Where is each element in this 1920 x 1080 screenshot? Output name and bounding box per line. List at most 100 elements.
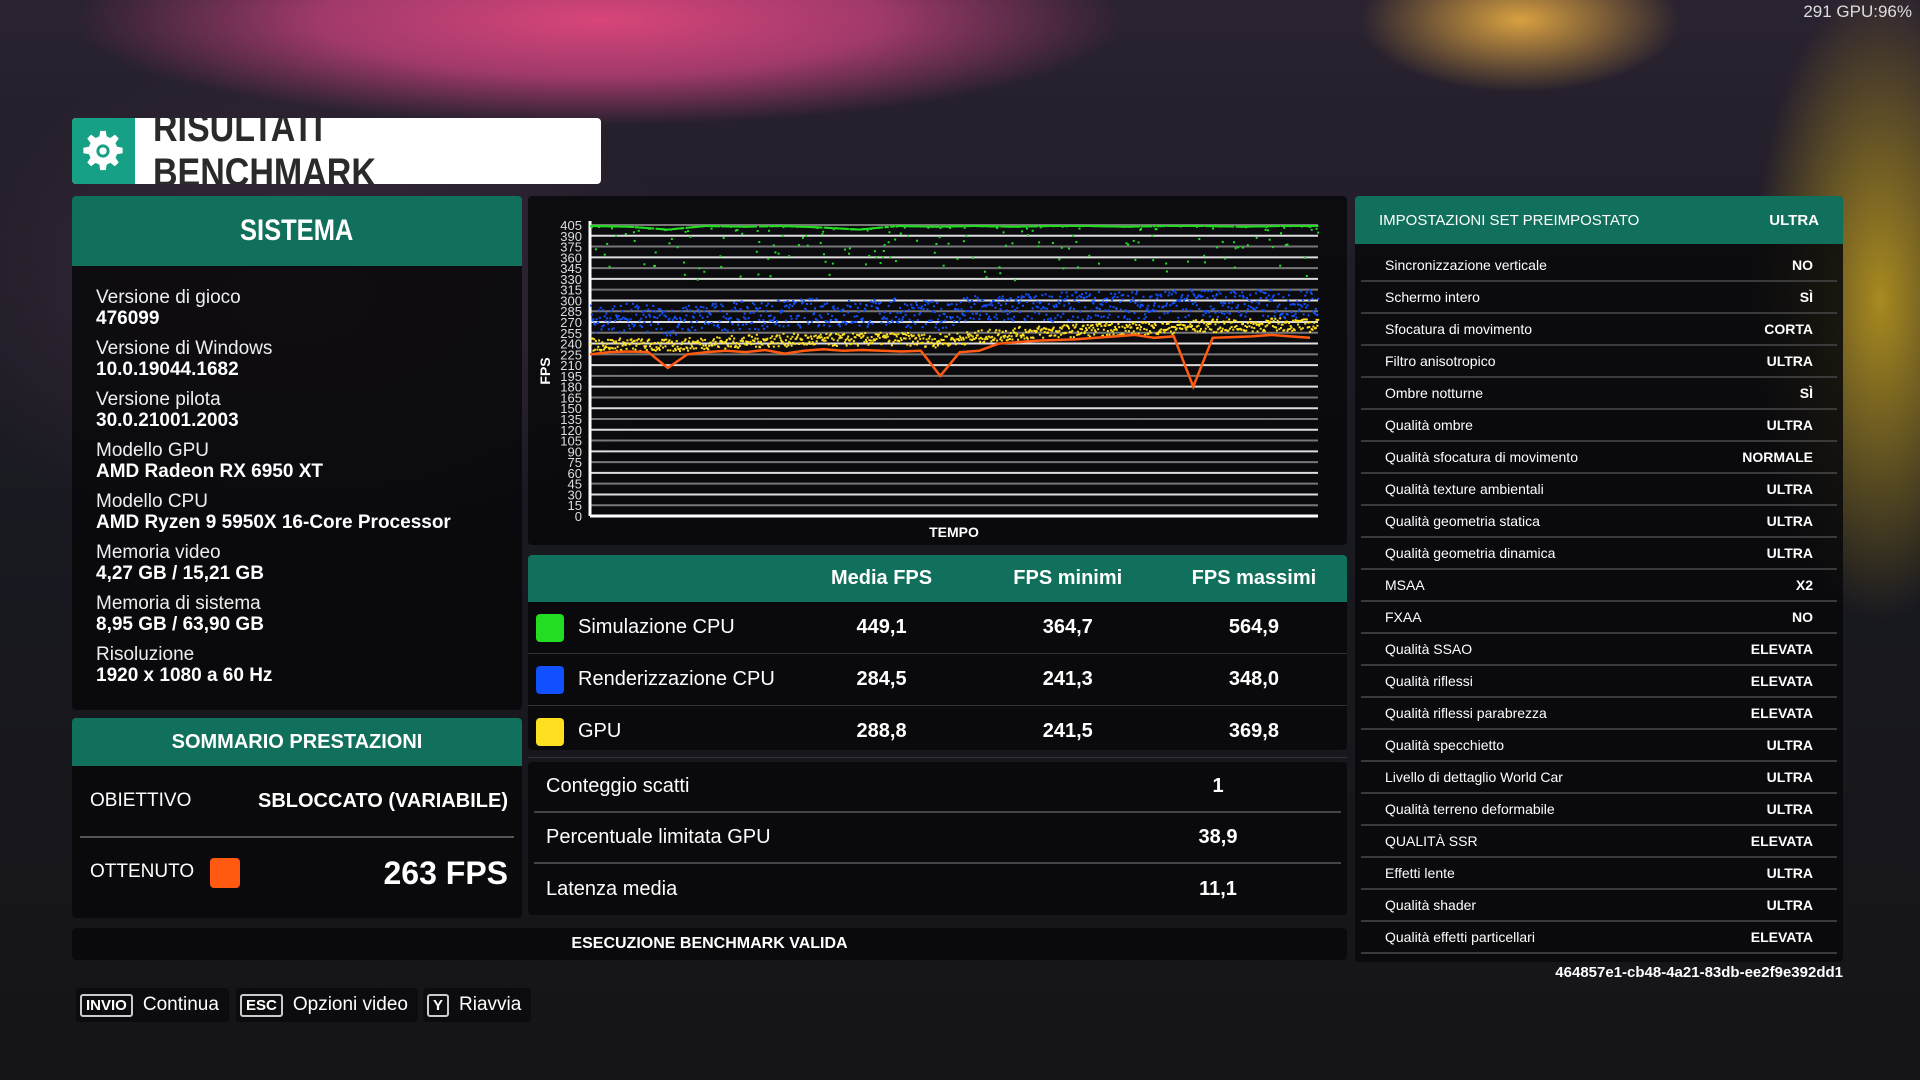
data-point bbox=[883, 336, 886, 339]
setting-row[interactable]: Qualità effetti particellari ELEVATA bbox=[1361, 922, 1837, 954]
data-point bbox=[984, 337, 987, 340]
setting-row[interactable]: Ombre notturne SÌ bbox=[1361, 378, 1837, 410]
data-point bbox=[1246, 326, 1249, 329]
data-point bbox=[1018, 311, 1021, 314]
data-point bbox=[1311, 328, 1314, 331]
data-point bbox=[756, 307, 759, 310]
riavvia-button[interactable]: Y Riavvia bbox=[423, 988, 532, 1022]
setting-row[interactable]: Qualità riflessi ELEVATA bbox=[1361, 666, 1837, 698]
data-point bbox=[1197, 324, 1200, 327]
data-point bbox=[1191, 290, 1194, 293]
data-point bbox=[1020, 225, 1023, 228]
data-point bbox=[1268, 322, 1271, 325]
data-point bbox=[1296, 303, 1299, 306]
setting-row[interactable]: Qualità geometria statica ULTRA bbox=[1361, 506, 1837, 538]
data-point bbox=[679, 318, 682, 321]
data-point bbox=[886, 333, 889, 336]
data-point bbox=[1020, 296, 1023, 299]
data-point bbox=[1285, 320, 1288, 323]
data-point bbox=[1212, 227, 1215, 230]
setting-row[interactable]: Schermo intero SÌ bbox=[1361, 282, 1837, 314]
setting-row[interactable]: Effetti lente ULTRA bbox=[1361, 858, 1837, 890]
data-point bbox=[833, 308, 836, 311]
data-point bbox=[649, 345, 652, 348]
data-point bbox=[640, 317, 643, 320]
data-point bbox=[1013, 308, 1016, 311]
data-point bbox=[954, 308, 957, 311]
data-point bbox=[664, 310, 667, 313]
setting-row[interactable]: Qualità shader ULTRA bbox=[1361, 890, 1837, 922]
data-point bbox=[918, 313, 921, 316]
setting-row[interactable]: Qualità ombre ULTRA bbox=[1361, 410, 1837, 442]
data-point bbox=[618, 339, 621, 342]
data-point bbox=[1199, 330, 1202, 333]
data-point bbox=[709, 225, 712, 228]
data-point bbox=[782, 325, 785, 328]
data-point bbox=[1002, 310, 1005, 313]
data-point bbox=[705, 307, 708, 310]
setting-row[interactable]: MSAA X2 bbox=[1361, 570, 1837, 602]
data-point bbox=[1212, 318, 1215, 321]
data-point bbox=[659, 308, 662, 311]
opzioni-video-button[interactable]: ESC Opzioni video bbox=[236, 988, 418, 1022]
setting-row[interactable]: QUALITÀ SSR ELEVATA bbox=[1361, 826, 1837, 858]
data-point bbox=[1189, 309, 1192, 312]
data-point bbox=[1051, 225, 1054, 227]
data-point bbox=[847, 335, 850, 338]
data-point bbox=[1273, 326, 1276, 329]
setting-row[interactable]: Qualità specchietto ULTRA bbox=[1361, 730, 1837, 762]
setting-label: Qualità geometria dinamica bbox=[1385, 545, 1556, 561]
data-point bbox=[667, 340, 670, 343]
setting-row[interactable]: Sfocatura di movimento CORTA bbox=[1361, 314, 1837, 346]
data-point bbox=[1004, 298, 1007, 301]
data-point bbox=[923, 333, 926, 336]
data-point bbox=[998, 329, 1001, 332]
data-point bbox=[1070, 331, 1073, 334]
data-point bbox=[879, 331, 882, 334]
data-point bbox=[827, 226, 830, 229]
data-point bbox=[1091, 324, 1094, 327]
data-point bbox=[1083, 332, 1086, 335]
data-point bbox=[1044, 293, 1047, 296]
y-tick-label: 75 bbox=[568, 455, 582, 470]
data-point bbox=[681, 341, 684, 344]
data-point bbox=[690, 343, 693, 346]
data-point bbox=[1029, 328, 1032, 331]
data-point bbox=[654, 251, 657, 254]
data-point bbox=[1245, 311, 1248, 314]
data-point bbox=[805, 309, 808, 312]
setting-row[interactable]: Qualità SSAO ELEVATA bbox=[1361, 634, 1837, 666]
data-point bbox=[1101, 303, 1104, 306]
data-point bbox=[747, 317, 750, 320]
setting-row[interactable]: Qualità texture ambientali ULTRA bbox=[1361, 474, 1837, 506]
data-point bbox=[1004, 244, 1007, 247]
data-point bbox=[1088, 326, 1091, 329]
setting-row[interactable]: FXAA NO bbox=[1361, 602, 1837, 634]
setting-row[interactable]: Qualità terreno deformabile ULTRA bbox=[1361, 794, 1837, 826]
data-point bbox=[663, 314, 666, 317]
data-point bbox=[738, 327, 741, 330]
data-point bbox=[1233, 319, 1236, 322]
data-point bbox=[597, 321, 600, 324]
setting-row[interactable]: Filtro anisotropico ULTRA bbox=[1361, 346, 1837, 378]
setting-row[interactable]: Sincronizzazione verticale NO bbox=[1361, 250, 1837, 282]
data-point bbox=[801, 338, 804, 341]
data-point bbox=[781, 310, 784, 313]
setting-value: ULTRA bbox=[1766, 545, 1813, 561]
data-point bbox=[1059, 315, 1062, 318]
setting-row[interactable]: Qualità sfocatura di movimento NORMALE bbox=[1361, 442, 1837, 474]
data-point bbox=[763, 322, 766, 325]
data-point bbox=[1264, 292, 1267, 295]
setting-row[interactable]: Qualità riflessi parabrezza ELEVATA bbox=[1361, 698, 1837, 730]
continua-button[interactable]: INVIO Continua bbox=[76, 988, 229, 1022]
data-point bbox=[805, 234, 808, 237]
setting-row[interactable]: Livello di dettaglio World Car ULTRA bbox=[1361, 762, 1837, 794]
data-point bbox=[1127, 330, 1130, 333]
data-point bbox=[1311, 297, 1314, 300]
data-point bbox=[715, 342, 718, 345]
data-point bbox=[1250, 301, 1253, 304]
data-point bbox=[1031, 307, 1034, 310]
setting-row[interactable]: Qualità geometria dinamica ULTRA bbox=[1361, 538, 1837, 570]
data-point bbox=[1048, 295, 1051, 298]
data-point bbox=[742, 316, 745, 319]
